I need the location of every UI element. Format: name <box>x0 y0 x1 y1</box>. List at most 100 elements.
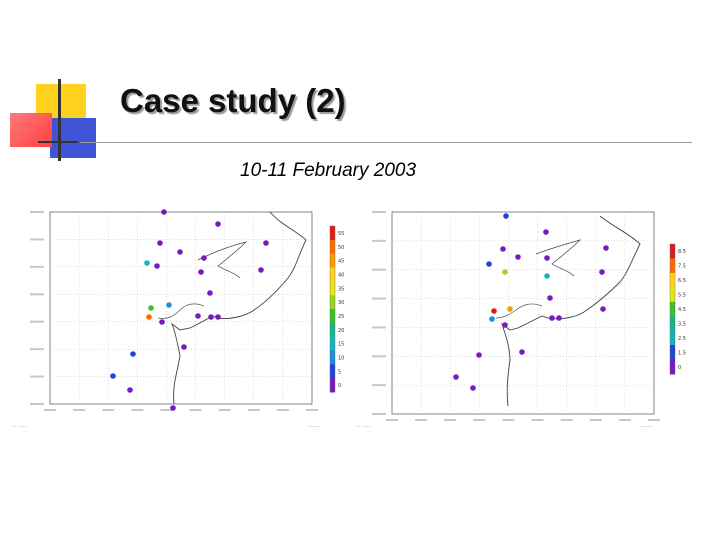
axis-tick-mark <box>531 419 544 421</box>
colorbar-tick-label: 35 <box>338 286 344 292</box>
axis-tick-mark <box>372 413 386 415</box>
axis-tick-mark <box>30 293 44 296</box>
colorbar-segment <box>670 272 675 288</box>
colorbar-tick-label: 5 <box>338 369 341 375</box>
colorbar-tick-label: 15 <box>338 342 344 348</box>
axis-tick-mark <box>30 320 44 323</box>
colorbar-segment <box>330 309 335 324</box>
station-point <box>502 269 508 275</box>
svg-text:········: ········ <box>308 424 321 430</box>
station-point <box>154 263 160 269</box>
station-point <box>198 269 204 275</box>
map-grid <box>50 212 312 404</box>
axis-tick-mark <box>189 409 202 411</box>
colorbar-tick-label: 45 <box>338 259 344 265</box>
coastline <box>170 211 307 405</box>
colorbar-tick-label: 25 <box>338 314 344 320</box>
station-point <box>215 221 221 227</box>
map-panel-left: 55 50 45 40 35 30 25 20 15 10 5 0 ··· ····· ·······… <box>8 206 350 432</box>
map-grid <box>392 212 654 414</box>
station-point <box>148 305 154 311</box>
axis-tick-mark <box>276 409 289 411</box>
axis-tick-mark <box>131 409 144 411</box>
axis-tick-mark <box>30 238 44 241</box>
station-point <box>146 314 152 320</box>
station-point <box>127 387 133 393</box>
colorbar-frame <box>329 225 336 393</box>
colorbar-tick-label: 7.5 <box>678 264 686 270</box>
axis-tick-mark <box>102 409 115 411</box>
station-point <box>547 295 553 301</box>
axis-tick-mark <box>502 419 515 421</box>
map-frame <box>391 211 655 415</box>
station-point <box>159 319 165 325</box>
colorbar-segment <box>330 295 335 310</box>
svg-text:··· ·····: ··· ····· <box>12 424 27 430</box>
colorbar-segment <box>330 239 335 255</box>
colorbar-tick-label: 10 <box>338 355 344 361</box>
colorbar-tick-label: 2.5 <box>678 336 686 342</box>
station-point <box>470 385 476 391</box>
colorbar-segment <box>330 253 335 268</box>
station-point <box>177 249 183 255</box>
axis-tick-mark <box>386 419 398 421</box>
axis-tick-mark <box>372 239 386 242</box>
station-point <box>603 245 609 251</box>
axis-tick-mark <box>372 355 386 358</box>
colorbar-segment <box>330 364 335 379</box>
colorbar-tick-label: 6.5 <box>678 278 686 284</box>
axis-tick-mark <box>372 384 386 387</box>
map-axis-ticks <box>372 211 660 421</box>
station-point <box>201 255 207 261</box>
station-point <box>130 351 136 357</box>
axis-tick-mark <box>30 403 44 405</box>
colorbar-segment <box>670 359 675 375</box>
axis-tick-mark <box>372 297 386 300</box>
axis-tick-mark <box>560 419 573 421</box>
axis-tick-mark <box>306 409 318 411</box>
colorbar-tick-label: 55 <box>338 231 344 237</box>
station-point <box>110 373 116 379</box>
station-point <box>166 302 172 308</box>
station-point <box>600 306 606 312</box>
slide-subtitle: 10-11 February 2003 <box>240 160 417 181</box>
colorbar-segment <box>670 330 675 346</box>
colorbar-tick-label: 40 <box>338 272 344 278</box>
station-point <box>519 349 525 355</box>
axis-tick-mark <box>444 419 457 421</box>
svg-text:··· ·····: ··· ····· <box>356 424 371 430</box>
station-point <box>144 260 150 266</box>
station-point <box>208 314 214 320</box>
colorbar-segment <box>670 287 675 303</box>
axis-tick-mark <box>218 409 231 411</box>
map-frame <box>49 211 313 405</box>
station-points <box>453 213 609 391</box>
colorbar-tick-label: 50 <box>338 245 344 251</box>
axis-tick-mark <box>160 409 173 411</box>
colorbar-segment <box>330 226 335 241</box>
map-panel-right: 8.5 7.5 6.5 5.5 4.5 3.5 2.5 1.5 0 ··· ····· ····… <box>350 206 692 432</box>
axis-tick-mark <box>247 409 260 411</box>
station-point <box>515 254 521 260</box>
river <box>197 241 248 279</box>
map-right: 8.5 7.5 6.5 5.5 4.5 3.5 2.5 1.5 0 ··· ····· ····… <box>356 211 686 430</box>
station-point <box>491 308 497 314</box>
station-point <box>544 273 550 279</box>
axis-tick-mark <box>372 211 386 213</box>
station-point <box>486 261 492 267</box>
colorbar-segment <box>670 301 675 317</box>
deco-blue-square <box>50 118 96 158</box>
colorbar-frame <box>669 243 676 375</box>
station-point <box>263 240 269 246</box>
station-point <box>157 240 163 246</box>
colorbar-segment <box>330 281 335 296</box>
river <box>157 303 205 319</box>
colorbar-tick-label: 4.5 <box>678 307 686 313</box>
colorbar: 8.5 7.5 6.5 5.5 4.5 3.5 2.5 1.5 0 <box>669 243 686 375</box>
colorbar-segment <box>330 336 335 351</box>
station-point <box>258 267 264 273</box>
deco-vertical-line <box>58 79 61 161</box>
colorbar-tick-label: 1.5 <box>678 350 686 356</box>
axis-tick-mark <box>30 348 44 351</box>
colorbar-segment <box>670 244 675 259</box>
